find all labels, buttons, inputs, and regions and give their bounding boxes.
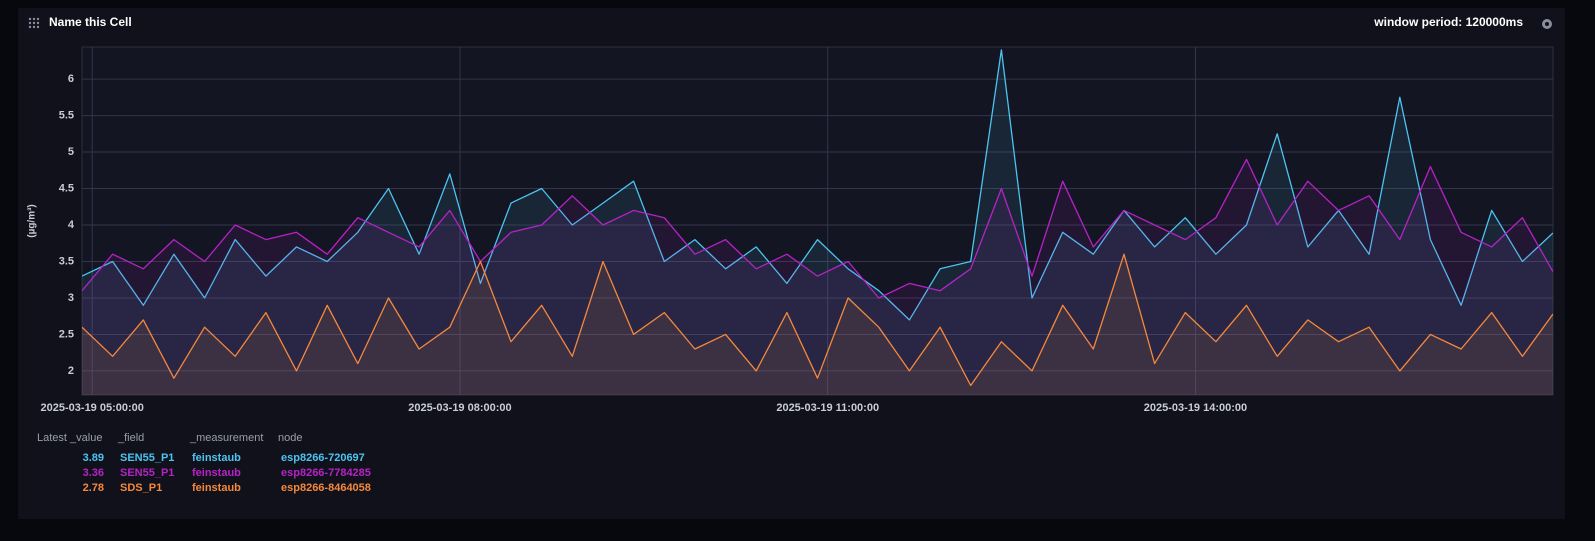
legend-node: esp8266-720697 [281, 452, 365, 464]
legend-node: esp8266-7784285 [281, 467, 371, 479]
series-area [82, 254, 1553, 395]
legend-header: _field [117, 432, 144, 444]
y-tick-label: 4.5 [59, 182, 74, 194]
series-line [82, 49, 1553, 321]
y-tick-label: 2 [68, 365, 74, 377]
settings-icon[interactable] [1542, 19, 1552, 29]
y-axis-label: (µg/m³) [27, 204, 38, 238]
series-area [82, 159, 1553, 395]
legend-field: SEN55_P1 [120, 452, 174, 464]
y-tick-label: 3.5 [59, 255, 74, 267]
x-tick-label: 2025-03-19 11:00:00 [776, 402, 879, 414]
legend-value: 3.36 [83, 467, 104, 479]
series-line [82, 253, 1553, 387]
cell-title[interactable]: Name this Cell [49, 15, 132, 29]
drag-handle[interactable] [28, 17, 40, 29]
series-area [82, 49, 1553, 395]
x-tick-label: 2025-03-19 05:00:00 [41, 402, 144, 414]
x-tick-label: 2025-03-19 08:00:00 [408, 402, 511, 414]
legend-field: SEN55_P1 [120, 467, 174, 479]
legend-header: _measurement [189, 432, 263, 444]
legend-field: SDS_P1 [120, 482, 162, 494]
series-line [82, 158, 1553, 299]
y-tick-label: 2.5 [59, 328, 74, 340]
legend-header: node [278, 432, 302, 444]
y-tick-label: 5 [68, 146, 74, 158]
legend-value: 3.89 [83, 452, 104, 464]
legend-header: Latest _value [37, 432, 102, 444]
y-tick-label: 3 [68, 292, 74, 304]
legend-measurement: feinstaub [192, 467, 241, 479]
plot-area [81, 46, 1554, 396]
x-tick-label: 2025-03-19 14:00:00 [1144, 402, 1247, 414]
legend-measurement: feinstaub [192, 482, 241, 494]
y-tick-label: 5.5 [59, 109, 74, 121]
legend-value: 2.78 [83, 482, 104, 494]
y-tick-label: 4 [68, 219, 75, 231]
window-period: window period: 120000ms [1373, 15, 1523, 29]
legend-measurement: feinstaub [192, 452, 241, 464]
legend-node: esp8266-8464058 [281, 482, 371, 494]
y-tick-label: 6 [68, 73, 74, 85]
